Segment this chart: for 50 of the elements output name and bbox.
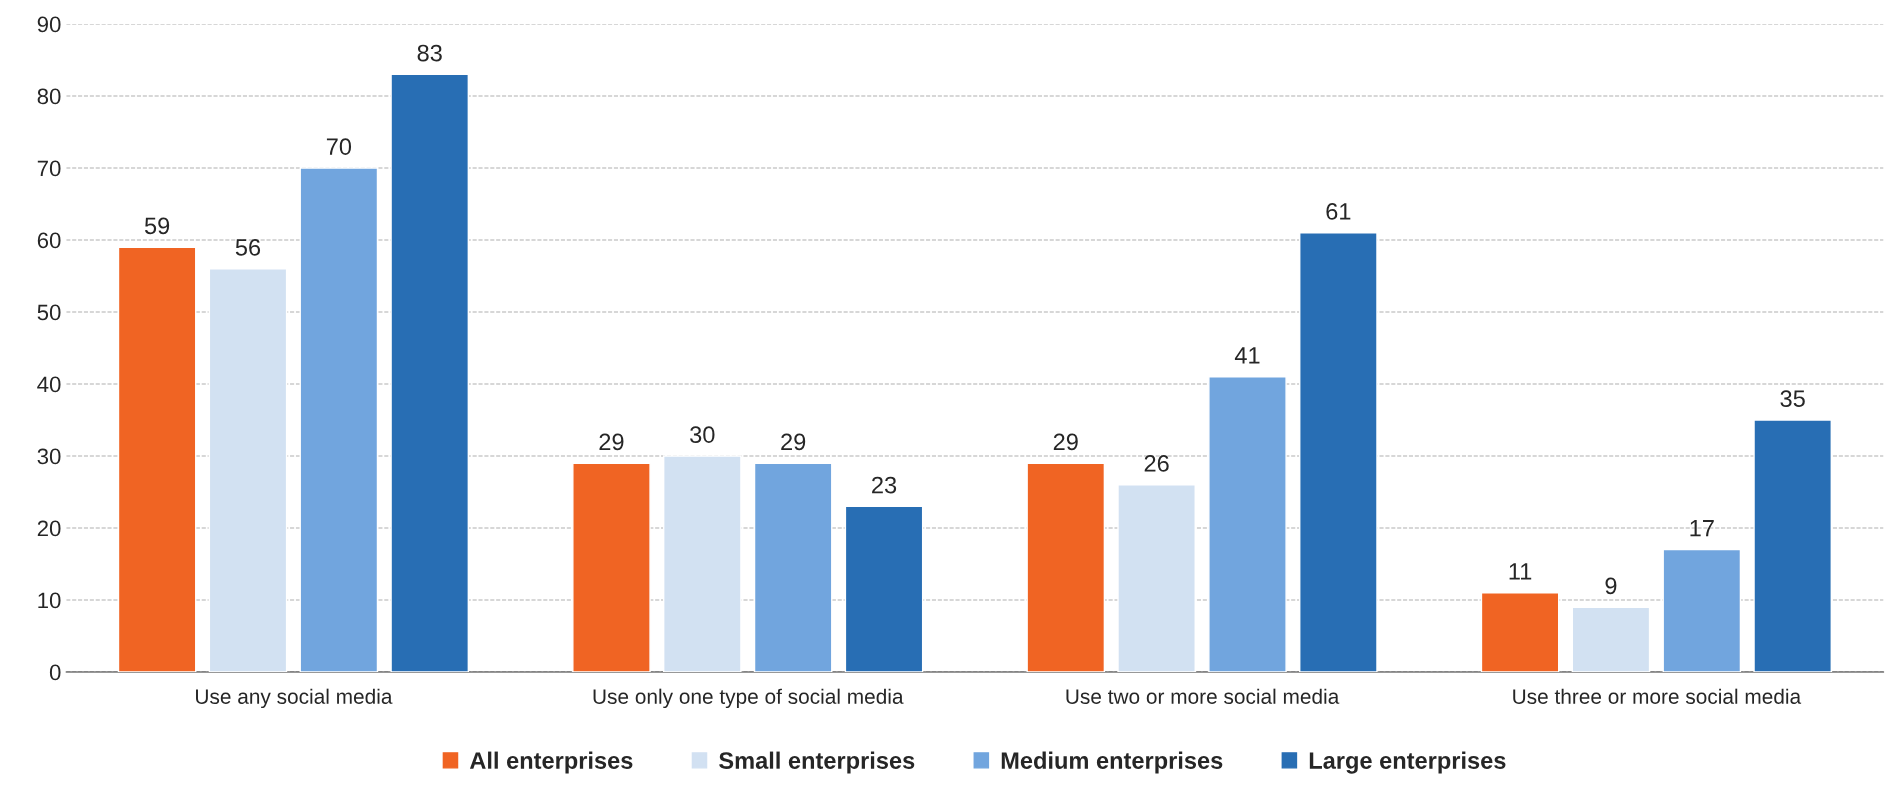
bar [1299,232,1378,672]
bar [753,462,833,672]
legend-label: Medium enterprises [1001,751,1223,774]
data-label: 11 [1509,563,1532,580]
y-tick-label: 20 [37,520,61,537]
bar [390,73,470,672]
y-tick-label: 60 [37,232,61,249]
bar [1480,592,1560,672]
y-tick-label: 0 [49,664,61,681]
bar [208,268,288,672]
data-label: 83 [417,44,442,62]
y-tick-label: 10 [38,592,61,609]
data-label: 23 [872,476,897,494]
x-tick-label: Use any social media [196,688,393,709]
data-label: 29 [781,433,806,451]
bar [1117,484,1196,672]
data-label: 41 [1234,347,1260,364]
bar [662,455,742,672]
bar [1208,376,1287,672]
data-label: 26 [1144,455,1169,472]
data-label: 9 [1605,577,1617,595]
data-label: 35 [1780,390,1805,407]
x-tick-label: Use two or more social media [1066,688,1340,704]
bar [299,167,379,672]
y-tick-label: 80 [37,88,61,105]
data-label: 59 [144,217,170,235]
bar [1753,419,1832,672]
data-label: 61 [1326,203,1351,220]
y-tick-label: 40 [37,376,61,393]
bar [1026,462,1106,672]
bar [1571,606,1651,672]
y-tick-label: 30 [37,448,61,465]
x-tick-label: Use three or more social media [1513,688,1802,704]
data-label: 70 [326,138,352,155]
bar [572,462,651,672]
x-tick-label: Use only one type of social media [593,688,904,709]
y-tick-label: 50 [37,304,61,321]
bar [844,505,924,672]
bar [117,246,197,672]
y-tick-label: 90 [37,16,61,33]
data-label: 29 [599,433,624,451]
legend-label: All enterprises [469,751,633,774]
data-label: 30 [690,426,715,443]
legend-label: Small enterprises [719,751,915,774]
legend-label: Large enterprises [1309,751,1506,774]
bar [1662,548,1742,672]
data-label: 29 [1053,433,1078,451]
data-label: 17 [1690,520,1714,537]
y-tick-label: 70 [37,160,61,177]
data-label: 56 [235,239,261,256]
